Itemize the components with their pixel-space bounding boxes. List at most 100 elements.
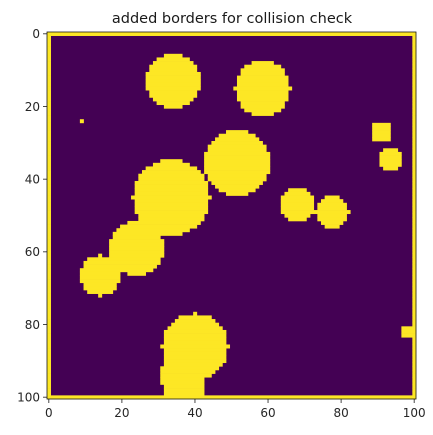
heatmap-cell-run — [412, 75, 417, 80]
heatmap-cell-run — [401, 326, 417, 331]
heatmap-cell-run — [412, 177, 417, 182]
heatmap-cell-run — [83, 282, 117, 287]
heatmap-cell-run — [412, 155, 417, 160]
heatmap-cell-run — [47, 239, 52, 244]
heatmap-cell-run — [412, 82, 417, 87]
heatmap-cell-run — [47, 377, 52, 382]
heatmap-cell-run — [47, 355, 52, 360]
heatmap-cell-run — [47, 344, 52, 349]
heatmap-cell-run — [47, 46, 52, 51]
heatmap-cell-run — [412, 242, 417, 247]
heatmap-cell-run — [47, 264, 52, 269]
heatmap-cell-run — [47, 68, 52, 73]
heatmap-cell-run — [47, 311, 52, 316]
heatmap-cell-run — [412, 224, 417, 229]
heatmap-cell-run — [112, 231, 183, 236]
heatmap-cell-run — [47, 246, 52, 251]
heatmap-cell-run — [412, 213, 417, 218]
heatmap-cell-run — [412, 210, 417, 215]
y-tick-label: 0 — [32, 27, 40, 41]
heatmap-cell-run — [412, 391, 417, 396]
plot-area — [46, 31, 417, 400]
heatmap-cell-run — [47, 177, 52, 182]
heatmap-cell-run — [236, 97, 289, 102]
heatmap-cell-run — [251, 111, 274, 116]
heatmap-cell-run — [47, 293, 52, 298]
heatmap-cell-run — [240, 68, 285, 73]
heatmap-cell-run — [149, 93, 198, 98]
heatmap-cell-run — [412, 111, 417, 116]
heatmap-cell-run — [412, 366, 417, 371]
heatmap-cell-run — [47, 64, 52, 69]
heatmap-cell-run — [47, 137, 52, 142]
heatmap-cell-run — [412, 250, 417, 255]
heatmap-cell-run — [47, 75, 52, 80]
heatmap-cell-run — [236, 90, 289, 95]
heatmap-cell-run — [412, 68, 417, 73]
heatmap-cell-run — [134, 199, 209, 204]
heatmap-cell-run — [412, 271, 417, 276]
heatmap-cell-run — [412, 228, 417, 233]
heatmap-cell-run — [160, 377, 205, 382]
heatmap-cell-run — [317, 202, 347, 207]
heatmap-cell-run — [240, 104, 285, 109]
heatmap-cell-run — [47, 384, 52, 389]
heatmap-cell-run — [47, 71, 52, 76]
heatmap-cell-run — [412, 79, 417, 84]
heatmap-cells — [47, 32, 417, 400]
heatmap-cell-run — [412, 144, 417, 149]
heatmap-cell-run — [207, 173, 267, 178]
heatmap-cell-run — [372, 126, 391, 131]
heatmap-cell-run — [412, 286, 417, 291]
heatmap-cell-run — [412, 202, 417, 207]
heatmap-cell-run — [160, 344, 231, 349]
heatmap-cell-run — [47, 271, 52, 276]
heatmap-cell-run — [372, 137, 391, 142]
heatmap-cell-run — [134, 191, 209, 196]
heatmap-cell-run — [47, 231, 52, 236]
heatmap-cell-run — [372, 122, 391, 127]
x-axis: 0 20 40 60 80 100 — [45, 399, 426, 420]
heatmap-cell-run — [412, 359, 417, 364]
heatmap-cell-run — [204, 170, 271, 175]
heatmap-cell-run — [163, 388, 205, 393]
heatmap-cell-run — [47, 53, 52, 58]
heatmap-cell-run — [47, 388, 52, 393]
heatmap-cell-run — [47, 275, 52, 280]
heatmap-cell-run — [163, 333, 227, 338]
x-tick-label: 80 — [333, 406, 348, 420]
heatmap-cell-run — [412, 369, 417, 374]
heatmap-cell-run — [160, 380, 205, 385]
heatmap-cell-run — [47, 155, 52, 160]
heatmap-cell-run — [47, 50, 52, 55]
heatmap-cell-run — [109, 239, 165, 244]
heatmap-cell-run — [47, 162, 52, 167]
heatmap-cell-run — [47, 315, 52, 320]
heatmap-cell-run — [412, 257, 417, 262]
heatmap-cell-run — [47, 250, 52, 255]
heatmap-cell-run — [156, 57, 190, 62]
heatmap-cell-run — [47, 304, 52, 309]
heatmap-cell-run — [163, 391, 205, 396]
heatmap-cell-run — [47, 322, 52, 327]
heatmap-cell-run — [134, 184, 209, 189]
heatmap-cell-run — [317, 206, 347, 211]
heatmap-cell-run — [47, 217, 52, 222]
heatmap-cell-run — [98, 293, 103, 298]
y-axis: 0 20 40 60 80 100 — [17, 27, 47, 404]
heatmap-cell-run — [412, 268, 417, 273]
heatmap-cell-run — [138, 217, 205, 222]
heatmap-cell-run — [401, 333, 417, 338]
heatmap-cell-run — [215, 184, 260, 189]
heatmap-cell-run — [47, 184, 52, 189]
heatmap-cell-run — [47, 286, 52, 291]
heatmap-cell-run — [160, 159, 183, 164]
heatmap-cell-run — [178, 315, 212, 320]
heatmap-cell-run — [412, 355, 417, 360]
heatmap-cell-run — [280, 199, 315, 204]
y-tick-label: 100 — [17, 390, 40, 404]
heatmap-cell-run — [204, 162, 271, 167]
heatmap-cell-run — [149, 64, 198, 69]
heatmap-cell-run — [412, 384, 417, 389]
heatmap-cell-run — [47, 206, 52, 211]
